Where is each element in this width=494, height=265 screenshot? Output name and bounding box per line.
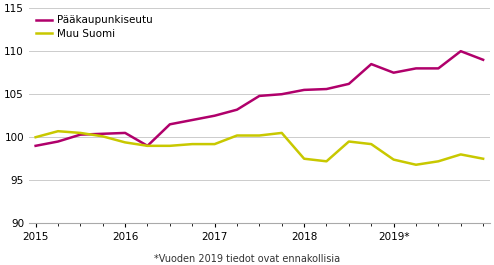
- Muu Suomi: [324, 160, 329, 163]
- Pääkaupunkiseutu: [167, 123, 173, 126]
- Muu Suomi: [369, 143, 374, 146]
- Muu Suomi: [211, 143, 217, 146]
- Pääkaupunkiseutu: [391, 71, 397, 74]
- Muu Suomi: [189, 143, 195, 146]
- Muu Suomi: [279, 131, 285, 135]
- Muu Suomi: [458, 153, 464, 156]
- Muu Suomi: [167, 144, 173, 147]
- Muu Suomi: [78, 131, 83, 135]
- Muu Suomi: [145, 144, 151, 147]
- Pääkaupunkiseutu: [122, 131, 128, 135]
- Pääkaupunkiseutu: [100, 132, 106, 135]
- Pääkaupunkiseutu: [78, 133, 83, 136]
- Muu Suomi: [234, 134, 240, 137]
- Legend: Pääkaupunkiseutu, Muu Suomi: Pääkaupunkiseutu, Muu Suomi: [34, 13, 155, 41]
- Pääkaupunkiseutu: [480, 58, 486, 61]
- Line: Pääkaupunkiseutu: Pääkaupunkiseutu: [36, 51, 483, 146]
- Line: Muu Suomi: Muu Suomi: [36, 131, 483, 165]
- Muu Suomi: [480, 157, 486, 160]
- Pääkaupunkiseutu: [256, 94, 262, 98]
- Text: *Vuoden 2019 tiedot ovat ennakollisia: *Vuoden 2019 tiedot ovat ennakollisia: [154, 254, 340, 264]
- Pääkaupunkiseutu: [33, 144, 39, 147]
- Pääkaupunkiseutu: [189, 118, 195, 122]
- Muu Suomi: [301, 157, 307, 160]
- Pääkaupunkiseutu: [279, 92, 285, 96]
- Pääkaupunkiseutu: [324, 87, 329, 91]
- Muu Suomi: [346, 140, 352, 143]
- Pääkaupunkiseutu: [145, 144, 151, 147]
- Muu Suomi: [413, 163, 419, 166]
- Pääkaupunkiseutu: [413, 67, 419, 70]
- Pääkaupunkiseutu: [55, 140, 61, 143]
- Muu Suomi: [391, 158, 397, 161]
- Pääkaupunkiseutu: [435, 67, 441, 70]
- Muu Suomi: [55, 130, 61, 133]
- Pääkaupunkiseutu: [234, 108, 240, 111]
- Pääkaupunkiseutu: [458, 50, 464, 53]
- Pääkaupunkiseutu: [211, 114, 217, 117]
- Pääkaupunkiseutu: [369, 63, 374, 66]
- Pääkaupunkiseutu: [346, 82, 352, 86]
- Pääkaupunkiseutu: [301, 88, 307, 91]
- Muu Suomi: [256, 134, 262, 137]
- Muu Suomi: [435, 160, 441, 163]
- Muu Suomi: [100, 135, 106, 138]
- Muu Suomi: [33, 136, 39, 139]
- Muu Suomi: [122, 141, 128, 144]
